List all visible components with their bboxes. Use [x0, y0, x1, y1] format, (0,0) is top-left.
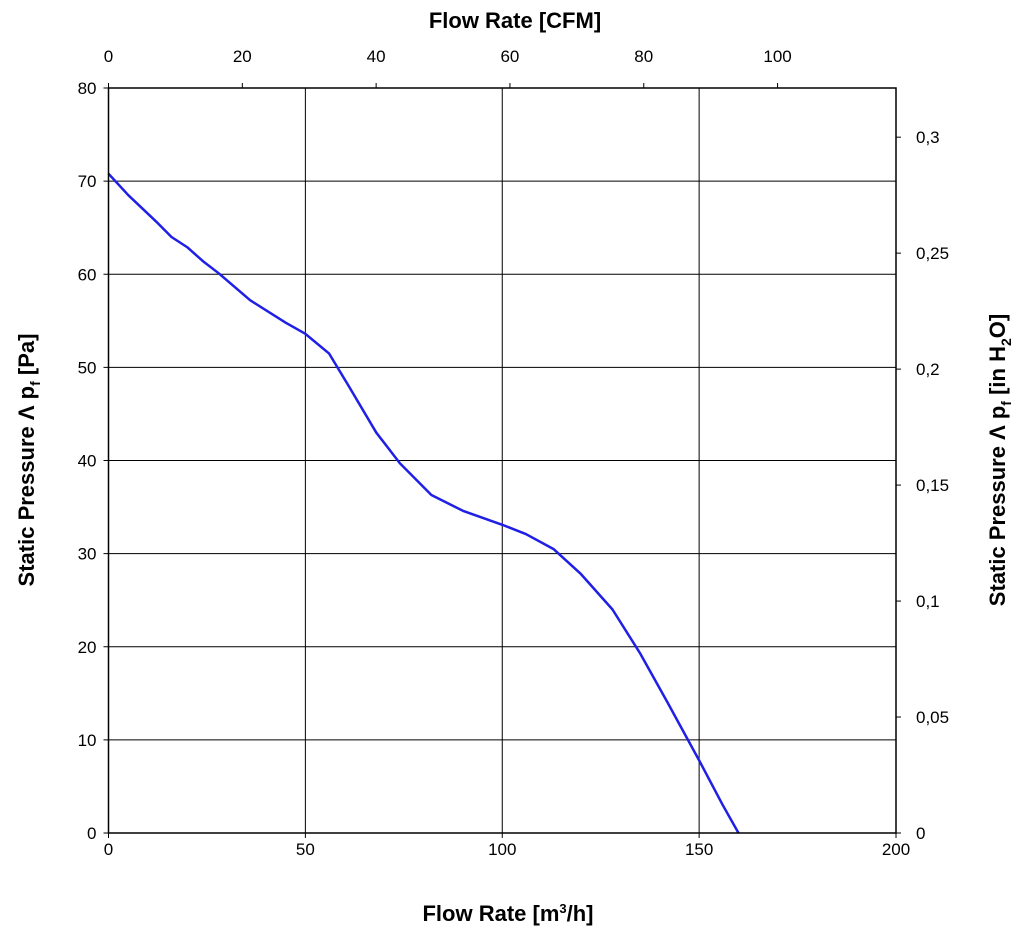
x-bottom-tick-label: 150	[685, 840, 713, 859]
x-top-tick-label: 20	[233, 47, 252, 66]
y-left-tick-label: 0	[87, 824, 96, 843]
x-bottom-tick-label: 100	[488, 840, 516, 859]
curve-layer	[107, 172, 740, 834]
x-top-tick-label: 60	[500, 47, 519, 66]
left-axis-title-end: [Pa]	[14, 334, 39, 382]
right-axis-title: Static Pressure Λ pf [in H2O]	[985, 314, 1014, 606]
x-bottom-tick-label: 0	[104, 840, 113, 859]
left-axis-title-subscript: f	[27, 381, 43, 386]
bottom-axis-title-main: Flow Rate [m	[422, 901, 559, 926]
top-axis-title: Flow Rate [CFM]	[429, 8, 601, 33]
x-bottom-tick-label: 200	[882, 840, 910, 859]
left-axis-title-main: Static Pressure Λ p	[14, 386, 39, 587]
y-right-tick-label: 0,05	[916, 708, 949, 727]
series-line-static-pressure	[107, 172, 740, 834]
tick-labels: 0 50 100 150 200 0 10 20 30 40 50 60 70 80 0 20 40 60 80 10…	[78, 47, 950, 859]
x-bottom-tick-label: 50	[296, 840, 315, 859]
left-axis-title: Static Pressure Λ pf [Pa]	[14, 334, 43, 587]
right-axis-title-subscript-2: 2	[998, 338, 1014, 346]
grid-lines	[103, 83, 901, 838]
y-right-tick-label: 0	[916, 824, 925, 843]
y-left-tick-label: 40	[78, 452, 97, 471]
y-right-tick-label: 0,25	[916, 244, 949, 263]
plot-frame	[107, 87, 897, 834]
y-left-tick-label: 70	[78, 172, 97, 191]
y-right-tick-label: 0,15	[916, 476, 949, 495]
bottom-axis-title-end: /h]	[567, 901, 594, 926]
bottom-axis-title: Flow Rate [m3/h]	[422, 901, 593, 926]
right-axis-title-subscript: f	[998, 401, 1014, 406]
right-axis-title-end: O]	[985, 314, 1010, 338]
bottom-axis-title-superscript: 3	[559, 901, 566, 916]
x-top-tick-label: 0	[104, 47, 113, 66]
y-left-tick-label: 30	[78, 545, 97, 564]
y-left-tick-label: 50	[78, 358, 97, 377]
y-left-tick-label: 60	[78, 265, 97, 284]
y-right-tick-label: 0,2	[916, 360, 940, 379]
x-top-tick-label: 100	[763, 47, 791, 66]
right-axis-title-main: Static Pressure Λ p	[985, 406, 1010, 607]
x-top-tick-label: 40	[367, 47, 386, 66]
x-top-tick-label: 80	[634, 47, 653, 66]
right-axis-title-mid: [in H	[985, 346, 1010, 401]
y-left-tick-label: 80	[78, 79, 97, 98]
y-right-tick-label: 0,3	[916, 128, 940, 147]
y-left-tick-label: 20	[78, 638, 97, 657]
y-left-tick-label: 10	[78, 731, 97, 750]
y-right-tick-label: 0,1	[916, 592, 940, 611]
